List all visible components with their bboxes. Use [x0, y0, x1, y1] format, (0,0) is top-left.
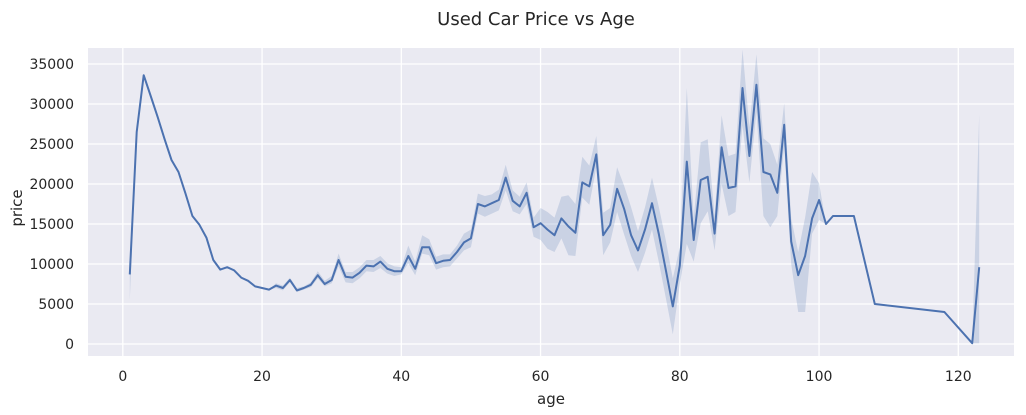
tick-labels: 0 20 40 60 80 100 120 0 5000 10000 15000 20000 25000…	[29, 57, 971, 385]
y-tick-label: 5000	[38, 297, 74, 313]
x-tick-label: 60	[532, 369, 550, 385]
plot-background	[88, 48, 1014, 356]
x-tick-label: 20	[253, 369, 271, 385]
series-line-layer	[128, 74, 981, 345]
y-axis-label: price	[8, 189, 26, 226]
x-tick-label: 100	[806, 369, 833, 385]
y-tick-label: 15000	[29, 217, 74, 233]
y-tick-label: 10000	[29, 257, 74, 273]
y-tick-label: 20000	[29, 177, 74, 193]
y-tick-label: 25000	[29, 137, 74, 153]
price-line	[128, 74, 981, 345]
x-tick-label: 0	[118, 369, 127, 385]
x-axis-label: age	[537, 390, 565, 408]
x-tick-label: 120	[945, 369, 972, 385]
y-tick-label: 35000	[29, 57, 74, 73]
grid-lines	[88, 48, 1014, 356]
x-tick-label: 80	[671, 369, 689, 385]
y-tick-label: 0	[65, 337, 74, 353]
x-tick-label: 40	[392, 369, 410, 385]
chart-title: Used Car Price vs Age	[437, 9, 635, 30]
y-tick-label: 30000	[29, 97, 74, 113]
